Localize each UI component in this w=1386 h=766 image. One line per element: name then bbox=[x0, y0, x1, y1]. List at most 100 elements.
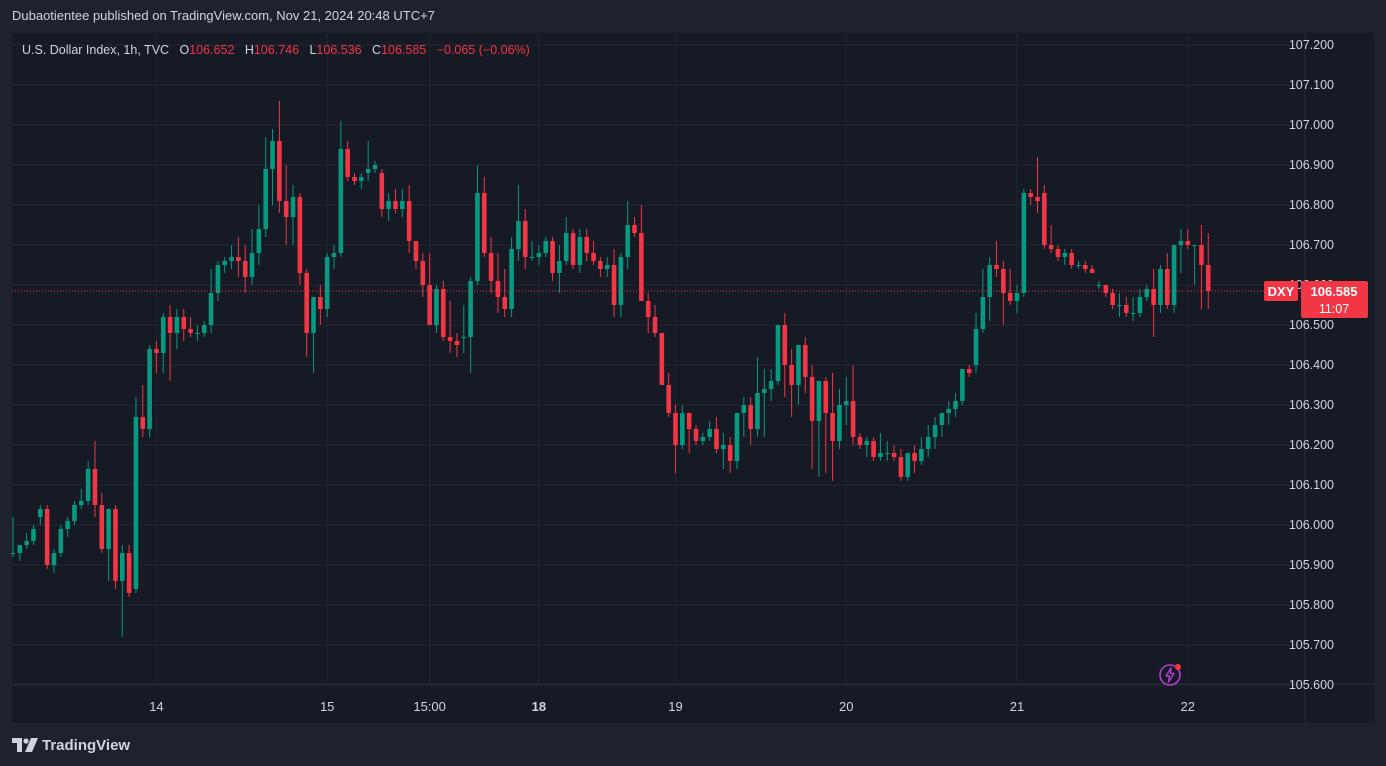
price-tag-countdown: 11:07 bbox=[1319, 302, 1349, 316]
lightning-icon[interactable] bbox=[1158, 663, 1182, 687]
candle-body bbox=[543, 241, 549, 253]
candle-body bbox=[38, 509, 43, 517]
candle-body bbox=[304, 273, 309, 333]
x-tick-label: 21 bbox=[1010, 699, 1024, 714]
candle-body bbox=[324, 257, 330, 309]
candle-body bbox=[673, 413, 678, 445]
candle-body bbox=[1083, 265, 1088, 269]
candle-body bbox=[1076, 265, 1081, 266]
high-value: 106.746 bbox=[253, 43, 300, 57]
candle-body bbox=[762, 389, 767, 393]
candle-body bbox=[24, 541, 29, 545]
candle-body bbox=[461, 337, 467, 338]
candle-body bbox=[181, 317, 187, 329]
candle-body bbox=[871, 441, 876, 457]
candle-body bbox=[550, 241, 555, 273]
candle-body bbox=[1158, 269, 1163, 305]
candle-body bbox=[748, 405, 753, 429]
candle-body bbox=[372, 165, 378, 169]
y-tick-label: 106.000 bbox=[1289, 518, 1334, 532]
candle-body bbox=[912, 453, 917, 461]
candle-body bbox=[591, 253, 596, 261]
candle-body bbox=[31, 529, 36, 541]
close-value: 106.585 bbox=[381, 43, 427, 57]
candle-body bbox=[99, 505, 105, 549]
candle-body bbox=[1048, 245, 1054, 249]
x-tick-label: 14 bbox=[149, 699, 163, 714]
candle-body bbox=[242, 261, 248, 277]
candle-body bbox=[365, 169, 371, 173]
candle-body bbox=[878, 453, 883, 457]
candle-body bbox=[960, 369, 965, 401]
y-tick-label: 106.200 bbox=[1289, 438, 1334, 452]
candle-body bbox=[352, 177, 357, 181]
candle-body bbox=[666, 385, 671, 413]
candle-body bbox=[174, 317, 180, 333]
y-tick-label: 106.400 bbox=[1289, 358, 1334, 372]
x-tick-label: 15 bbox=[320, 699, 334, 714]
candle-body bbox=[980, 297, 986, 329]
candle-body bbox=[768, 381, 774, 389]
close-label: C bbox=[372, 43, 382, 57]
time-axis: 14 15 15:00 18 19 20 21 22 bbox=[149, 699, 1195, 714]
candle-body bbox=[1151, 289, 1156, 305]
candle-body bbox=[222, 261, 228, 265]
candle-body bbox=[1042, 193, 1047, 245]
candle-body bbox=[79, 501, 84, 505]
candle-body bbox=[734, 413, 740, 461]
y-tick-label: 106.300 bbox=[1289, 398, 1334, 412]
candle-body bbox=[488, 253, 494, 281]
candle-body bbox=[283, 201, 289, 217]
candle-body bbox=[1117, 305, 1122, 306]
candle-body bbox=[946, 409, 952, 413]
candle-body bbox=[611, 265, 617, 305]
price-tag-ticker: DXY bbox=[1268, 284, 1295, 299]
candle-body bbox=[51, 553, 57, 565]
candle-body bbox=[229, 257, 234, 261]
last-price-tag: DXY 106.585 11:07 bbox=[1264, 281, 1368, 318]
candle-body bbox=[475, 193, 480, 281]
candle-body bbox=[290, 197, 296, 217]
price-axis: 107.200 107.100 107.000 106.900 106.800 106.7… bbox=[1289, 38, 1334, 692]
y-tick-label: 105.600 bbox=[1289, 678, 1334, 692]
candle-body bbox=[17, 545, 23, 553]
candle-body bbox=[919, 449, 924, 461]
candle-body bbox=[400, 201, 405, 209]
publisher-header: Dubaotientee published on TradingView.co… bbox=[0, 0, 1386, 32]
candle-body bbox=[850, 401, 856, 437]
candle-body bbox=[898, 457, 904, 477]
candle-body bbox=[140, 417, 146, 429]
candle-body bbox=[1103, 285, 1109, 293]
candle-body bbox=[10, 553, 16, 554]
candle-body bbox=[884, 453, 890, 454]
candle-body bbox=[133, 417, 139, 589]
candle-body bbox=[311, 297, 316, 333]
candle-body bbox=[413, 241, 419, 261]
y-tick-label: 105.900 bbox=[1289, 558, 1334, 572]
candle-body bbox=[147, 349, 152, 429]
candle-body bbox=[700, 437, 706, 441]
candle-body bbox=[1137, 297, 1143, 313]
candle-body bbox=[939, 413, 945, 425]
candle-body bbox=[570, 233, 576, 265]
candle-body bbox=[447, 337, 453, 341]
candle-body bbox=[987, 265, 992, 297]
candle-body bbox=[1205, 265, 1211, 291]
candle-body bbox=[932, 425, 938, 437]
candle-body bbox=[652, 317, 658, 333]
chart-panel[interactable] bbox=[12, 33, 1374, 723]
candle-body bbox=[420, 261, 426, 285]
candle-body bbox=[236, 257, 241, 261]
low-value: 106.536 bbox=[316, 43, 362, 57]
candle-body bbox=[809, 377, 815, 421]
candle-body bbox=[843, 401, 849, 405]
y-tick-label: 107.200 bbox=[1289, 38, 1334, 52]
candle-body bbox=[1144, 289, 1150, 297]
candle-body bbox=[1171, 245, 1177, 305]
candle-body bbox=[775, 325, 781, 381]
price-tag-ticker-bg bbox=[1264, 281, 1298, 301]
candle-body bbox=[755, 393, 760, 429]
y-tick-label: 105.800 bbox=[1289, 598, 1334, 612]
footer-brand[interactable]: TradingView bbox=[12, 733, 130, 757]
